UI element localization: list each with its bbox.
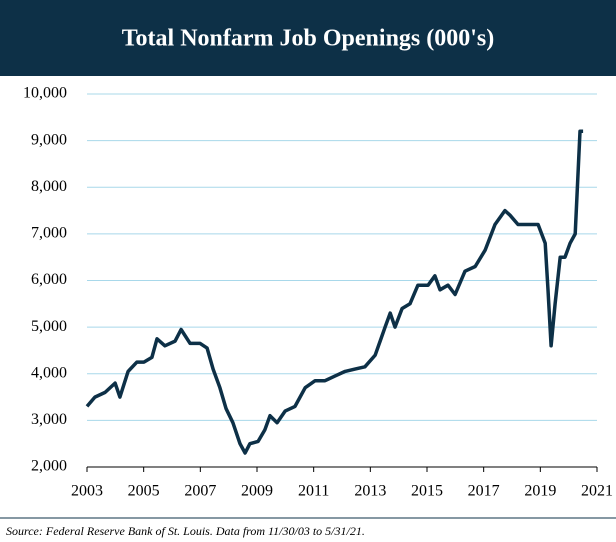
title-bar [0,0,616,76]
x-tick-label: 2005 [128,483,160,500]
y-tick-label: 7,000 [31,225,67,242]
data-line [85,129,584,455]
y-tick-label: 6,000 [31,271,67,288]
y-tick-label: 2,000 [31,458,67,475]
source-note: Source: Federal Reserve Bank of St. Loui… [6,524,365,538]
y-tick-label: 5,000 [31,318,67,335]
y-tick-label: 9,000 [31,131,67,148]
x-tick-label: 2021 [581,483,613,500]
y-tick-label: 4,000 [31,364,67,381]
y-tick-label: 8,000 [31,178,67,195]
x-tick-label: 2013 [354,483,386,500]
x-tick-label: 2011 [298,483,329,500]
y-tick-label: 3,000 [31,411,67,428]
x-tick-label: 2017 [468,483,500,500]
x-tick-label: 2015 [411,483,443,500]
chart-title: Total Nonfarm Job Openings (000's) [122,26,495,52]
x-tick-label: 2019 [524,483,556,500]
x-tick-label: 2003 [71,483,103,500]
x-tick-label: 2009 [241,483,273,500]
x-tick-label: 2007 [184,483,216,500]
y-tick-label: 10,000 [23,85,67,102]
